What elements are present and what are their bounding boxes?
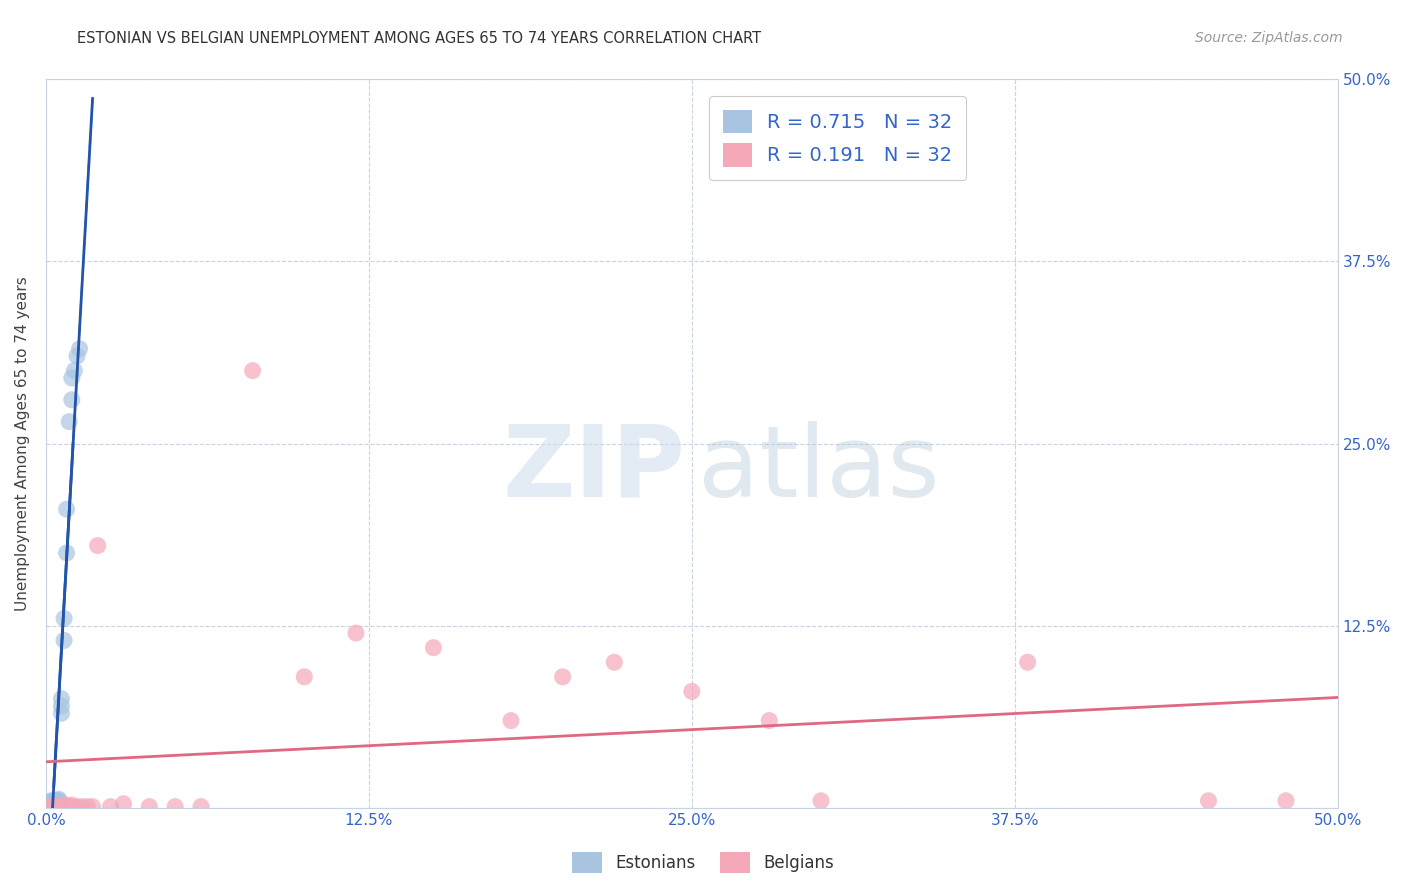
Point [344, 626, 367, 640]
Point [138, 799, 160, 814]
Point [39, 799, 62, 814]
Point [42, 798, 65, 813]
Point [55, 798, 77, 813]
Point [69, 342, 91, 356]
Point [165, 799, 187, 814]
Point [42, 794, 65, 808]
Point [53, 611, 76, 625]
Point [53, 633, 76, 648]
Point [82, 799, 104, 814]
Point [51, 698, 73, 713]
Point [66, 349, 89, 363]
Point [38, 795, 60, 809]
Point [51, 691, 73, 706]
Point [53, 799, 76, 814]
Point [45, 797, 67, 811]
Point [51, 706, 73, 721]
Point [1017, 655, 1039, 669]
Text: ESTONIAN VS BELGIAN UNEMPLOYMENT AMONG AGES 65 TO 74 YEARS CORRELATION CHART: ESTONIAN VS BELGIAN UNEMPLOYMENT AMONG A… [77, 31, 762, 46]
Point [190, 799, 212, 814]
Point [39, 798, 62, 813]
Point [66, 799, 89, 814]
Point [55, 546, 77, 560]
Point [60, 371, 83, 385]
Point [42, 797, 65, 811]
Text: ZIP: ZIP [502, 420, 685, 517]
Point [48, 794, 70, 808]
Point [45, 794, 67, 808]
Point [60, 392, 83, 407]
Point [39, 797, 62, 811]
Legend: Estonians, Belgians: Estonians, Belgians [565, 846, 841, 880]
Point [39, 794, 62, 808]
Point [60, 798, 83, 813]
Point [58, 799, 80, 814]
Point [681, 684, 703, 698]
Point [38, 798, 60, 813]
Point [55, 502, 77, 516]
Point [603, 655, 626, 669]
Point [112, 797, 135, 811]
Point [48, 799, 70, 814]
Point [86, 539, 108, 553]
Point [39, 799, 62, 814]
Point [48, 795, 70, 809]
Point [63, 363, 86, 377]
Point [38, 799, 60, 814]
Legend: R = 0.715   N = 32, R = 0.191   N = 32: R = 0.715 N = 32, R = 0.191 N = 32 [709, 96, 966, 180]
Point [292, 670, 315, 684]
Point [499, 714, 522, 728]
Point [1198, 794, 1220, 808]
Point [58, 415, 80, 429]
Y-axis label: Unemployment Among Ages 65 to 74 years: Unemployment Among Ages 65 to 74 years [15, 277, 30, 611]
Point [45, 795, 67, 809]
Point [42, 795, 65, 809]
Point [758, 714, 780, 728]
Point [1275, 794, 1298, 808]
Point [48, 792, 70, 806]
Text: Source: ZipAtlas.com: Source: ZipAtlas.com [1195, 31, 1343, 45]
Point [70, 799, 93, 814]
Point [242, 363, 264, 377]
Point [42, 799, 65, 814]
Point [39, 795, 62, 809]
Point [100, 799, 122, 814]
Point [51, 799, 73, 814]
Point [76, 799, 98, 814]
Point [422, 640, 444, 655]
Point [45, 799, 67, 814]
Point [810, 794, 832, 808]
Text: atlas: atlas [699, 420, 939, 517]
Point [551, 670, 574, 684]
Point [38, 797, 60, 811]
